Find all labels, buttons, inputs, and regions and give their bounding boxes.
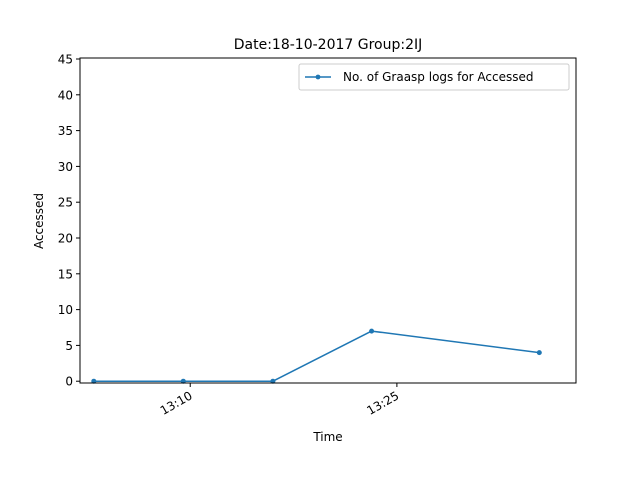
y-tick-label: 35 — [58, 124, 73, 138]
y-tick-label: 45 — [58, 53, 73, 67]
y-tick-label: 0 — [65, 375, 73, 389]
series-line — [93, 330, 540, 382]
data-point — [270, 378, 276, 384]
legend-box — [298, 63, 570, 91]
y-tick-label: 20 — [58, 232, 73, 246]
data-point — [536, 350, 542, 356]
x-tick-label: 13:25 — [364, 388, 401, 417]
y-tick-label: 40 — [58, 88, 73, 102]
y-tick-label: 15 — [58, 267, 73, 281]
data-point — [369, 328, 375, 334]
y-tick-label: 30 — [58, 160, 73, 174]
x-axis-label: Time — [312, 430, 342, 444]
y-axis-label: Accessed — [32, 193, 46, 249]
x-tick-label: 13:10 — [158, 388, 195, 417]
y-tick-label: 10 — [58, 303, 73, 317]
data-point — [91, 378, 97, 384]
data-point — [180, 378, 186, 384]
series-layer — [91, 328, 542, 384]
y-tick-label: 25 — [58, 196, 73, 210]
y-tick-label: 5 — [65, 339, 73, 353]
legend-entry-label: No. of Graasp logs for Accessed — [343, 70, 534, 84]
legend-marker-swatch — [315, 74, 321, 80]
plot-area-frame — [79, 57, 577, 384]
x-axis-ticks: 13:10 13:25 — [158, 383, 401, 418]
y-axis-ticks: 0 5 10 15 20 25 30 35 40 45 — [58, 53, 80, 389]
chart-title: Date:18-10-2017 Group:2IJ — [234, 37, 423, 53]
legend: No. of Graasp logs for Accessed — [298, 63, 570, 91]
